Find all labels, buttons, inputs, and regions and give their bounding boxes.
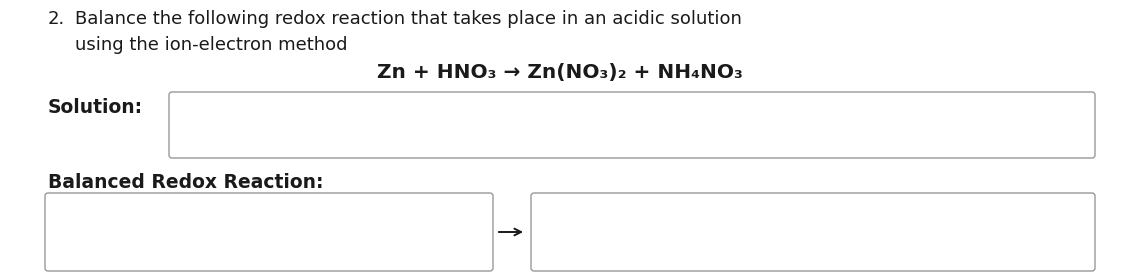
Text: Zn + HNO₃ → Zn(NO₃)₂ + NH₄NO₃: Zn + HNO₃ → Zn(NO₃)₂ + NH₄NO₃ [377,63,742,82]
FancyBboxPatch shape [169,92,1095,158]
Text: Solution:: Solution: [48,98,143,117]
Text: Balanced Redox Reaction:: Balanced Redox Reaction: [48,173,324,192]
Text: Balance the following redox reaction that takes place in an acidic solution: Balance the following redox reaction tha… [75,10,741,28]
Text: using the ion-electron method: using the ion-electron method [75,36,348,54]
FancyBboxPatch shape [531,193,1095,271]
FancyBboxPatch shape [45,193,493,271]
Text: 2.: 2. [48,10,65,28]
